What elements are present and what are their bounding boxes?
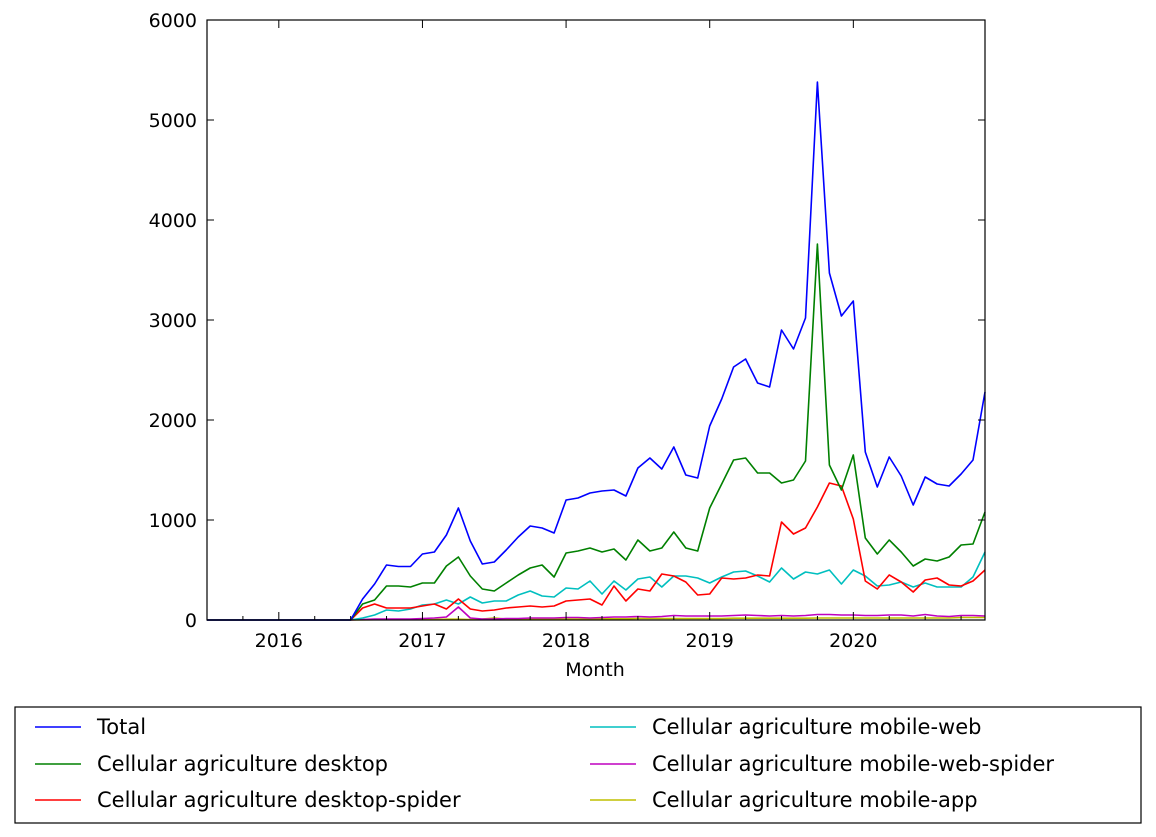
legend-label: Cellular agriculture mobile-web-spider [652, 752, 1054, 776]
legend-label: Cellular agriculture mobile-web [652, 715, 981, 739]
legend-label: Cellular agriculture desktop [97, 752, 388, 776]
y-tick-label: 3000 [149, 310, 197, 332]
legend-frame [14, 706, 1142, 824]
x-tick-label: 2020 [829, 630, 877, 652]
x-axis: 2016 2017 2018 2019 2020 [206, 20, 962, 652]
legend: Total Cellular agriculture desktop Cellula… [14, 706, 1142, 824]
y-tick-label: 1000 [149, 510, 197, 532]
legend-item: Cellular agriculture mobile-web [590, 715, 981, 739]
x-tick-label: 2018 [542, 630, 590, 652]
x-axis-label: Month [565, 659, 625, 681]
legend-item: Cellular agriculture desktop-spider [35, 788, 461, 812]
y-tick-label: 2000 [149, 410, 197, 432]
legend-label: Cellular agriculture mobile-app [652, 788, 978, 812]
legend-item: Cellular agriculture desktop [35, 752, 388, 776]
series-line-cellular-agriculture-desktop [207, 243, 986, 621]
x-tick-label: 2017 [398, 630, 446, 652]
legend-item: Total [35, 715, 146, 739]
y-tick-label: 5000 [149, 110, 197, 132]
y-tick-label: 4000 [149, 210, 197, 232]
series-line-cellular-agriculture-desktop-spider [207, 482, 986, 621]
y-tick-label: 6000 [149, 10, 197, 32]
series-line-cellular-agriculture-mobile-web [207, 551, 986, 621]
y-axis: 0 1000 2000 3000 4000 5000 6000 [149, 10, 985, 632]
x-tick-label: 2019 [686, 630, 734, 652]
y-tick-label: 0 [185, 610, 197, 632]
legend-item: Cellular agriculture mobile-web-spider [590, 752, 1054, 776]
legend-label: Total [96, 715, 146, 739]
legend-label: Cellular agriculture desktop-spider [97, 788, 461, 812]
x-tick-label: 2016 [255, 630, 303, 652]
series-line-total [207, 81, 986, 621]
legend-item: Cellular agriculture mobile-app [590, 788, 978, 812]
series-layer [207, 81, 986, 621]
plot-frame [206, 19, 986, 621]
